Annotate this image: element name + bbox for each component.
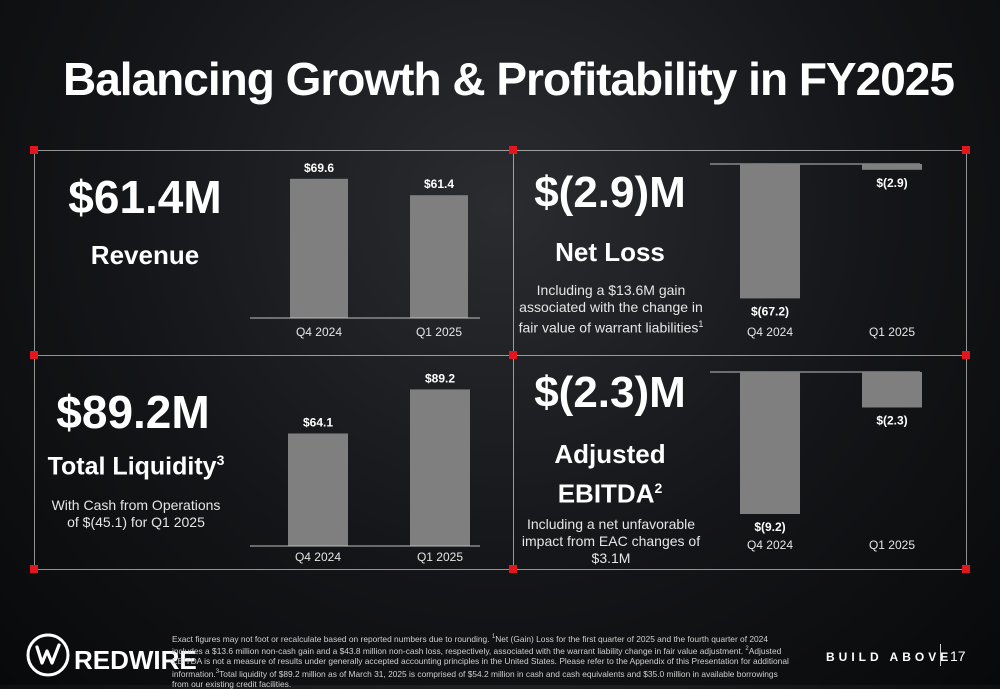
net-loss-chart: $(67.2) Q4 2024 $(2.9) Q1 2025 (710, 163, 922, 339)
revenue-chart: $69.6 Q4 2024 $61.4 Q1 2025 (250, 161, 480, 339)
liquidity-note: With Cash from Operations of $(45.1) for… (51, 497, 221, 530)
footer-divider (940, 644, 941, 666)
grid-marker (962, 146, 970, 154)
chart-bar (862, 372, 922, 408)
chart-data-label: $64.1 (303, 415, 333, 429)
liquidity-chart: $64.1 Q4 2024 $89.2 Q1 2025 (250, 371, 480, 564)
chart-bar (288, 433, 348, 546)
adj-ebitda-note: Including a net unfavorable impact from … (521, 516, 701, 566)
grid-marker (962, 565, 970, 573)
liquidity-value: $89.2M (56, 386, 210, 438)
chart-data-label: $61.4 (424, 177, 454, 191)
chart-tick-label: Q4 2024 (295, 550, 341, 564)
chart-bar (740, 164, 800, 299)
adj-ebitda-chart: $(9.2) Q4 2024 $(2.3) Q1 2025 (710, 371, 922, 552)
grid-right-line (966, 150, 967, 569)
grid-marker (962, 351, 970, 359)
chart-bar (410, 389, 470, 546)
chart-data-label: $(67.2) (751, 304, 789, 318)
grid-middle-line (34, 355, 967, 356)
adj-ebitda-value: $(2.3)M (534, 368, 686, 417)
chart-tick-label: Q1 2025 (416, 325, 462, 339)
chart-data-label: $(2.3) (876, 414, 907, 428)
chart-data-label: $69.6 (304, 161, 334, 175)
chart-data-label: $89.2 (425, 371, 455, 385)
footnotes: Exact figures may not foot or recalculat… (172, 633, 789, 689)
chart-tick-label: Q4 2024 (747, 325, 793, 339)
chart-data-label: $(9.2) (754, 520, 785, 534)
page-title: Balancing Growth & Profitability in FY20… (63, 53, 955, 105)
redwire-logo-icon (26, 633, 70, 677)
grid-marker (509, 146, 517, 154)
grid-marker (30, 351, 38, 359)
grid-marker (509, 351, 517, 359)
page-number: 17 (950, 648, 966, 664)
revenue-label: Revenue (90, 240, 200, 270)
grid-top-line (34, 150, 967, 151)
chart-bar (862, 164, 922, 170)
chart-tick-label: Q4 2024 (747, 538, 793, 552)
chart-tick-label: Q1 2025 (869, 325, 915, 339)
revenue-value: $61.4M (68, 171, 222, 223)
chart-bar (290, 178, 348, 318)
net-loss-value: $(2.9)M (534, 168, 686, 217)
grid-bottom-line (34, 569, 967, 570)
grid-marker (509, 565, 517, 573)
net-loss-note: Including a $13.6M gain associated with … (518, 282, 704, 336)
adj-ebitda-label: Adjusted EBITDA2 (554, 439, 666, 509)
grid-left-line (34, 150, 35, 569)
grid-center-line (513, 150, 514, 569)
grid-marker (30, 146, 38, 154)
brand-tagline: BUILD ABOVE (826, 650, 953, 664)
grid-marker (30, 565, 38, 573)
chart-bar (740, 372, 800, 514)
chart-tick-label: Q4 2024 (296, 325, 342, 339)
chart-tick-label: Q1 2025 (417, 550, 463, 564)
chart-bar (410, 195, 468, 318)
chart-tick-label: Q1 2025 (869, 538, 915, 552)
liquidity-label: Total Liquidity3 (47, 452, 225, 481)
net-loss-label: Net Loss (555, 237, 665, 267)
chart-data-label: $(2.9) (876, 176, 907, 190)
brand-name: REDWIRE (74, 645, 197, 675)
